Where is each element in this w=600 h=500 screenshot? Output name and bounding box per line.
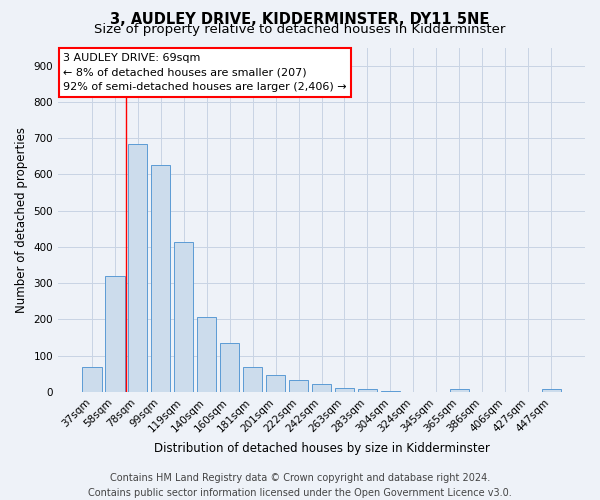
Text: Contains HM Land Registry data © Crown copyright and database right 2024.
Contai: Contains HM Land Registry data © Crown c… <box>88 472 512 498</box>
Bar <box>151 164 170 392</box>
Bar <box>220 342 239 392</box>
Bar <box>197 316 217 392</box>
Bar <box>82 366 101 392</box>
Bar <box>449 389 469 392</box>
Bar <box>128 144 148 392</box>
Bar <box>105 276 125 392</box>
Bar <box>243 366 262 392</box>
Bar <box>174 242 193 392</box>
Bar <box>380 391 400 392</box>
Bar <box>266 374 286 392</box>
Bar <box>358 390 377 392</box>
Bar <box>312 384 331 392</box>
Bar <box>289 380 308 392</box>
Bar <box>335 388 354 392</box>
X-axis label: Distribution of detached houses by size in Kidderminster: Distribution of detached houses by size … <box>154 442 490 455</box>
Text: 3 AUDLEY DRIVE: 69sqm
← 8% of detached houses are smaller (207)
92% of semi-deta: 3 AUDLEY DRIVE: 69sqm ← 8% of detached h… <box>64 52 347 92</box>
Text: Size of property relative to detached houses in Kidderminster: Size of property relative to detached ho… <box>94 22 506 36</box>
Text: 3, AUDLEY DRIVE, KIDDERMINSTER, DY11 5NE: 3, AUDLEY DRIVE, KIDDERMINSTER, DY11 5NE <box>110 12 490 28</box>
Bar <box>542 389 561 392</box>
Y-axis label: Number of detached properties: Number of detached properties <box>15 126 28 312</box>
